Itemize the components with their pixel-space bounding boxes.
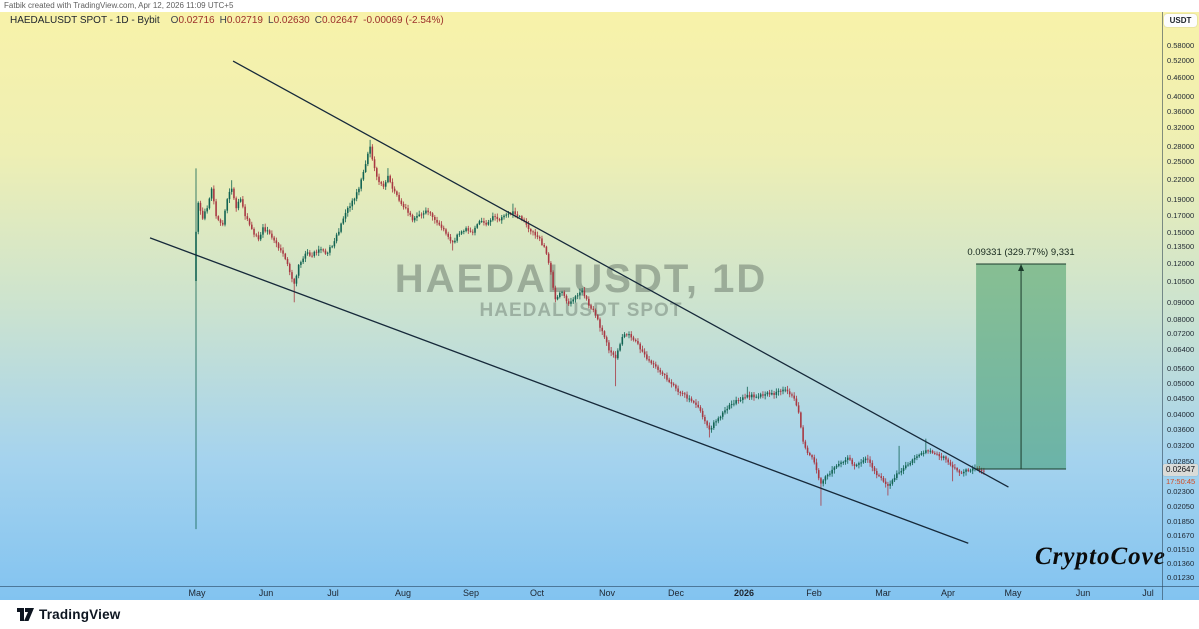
time-tick: Jul (327, 588, 339, 598)
time-tick: May (1004, 588, 1022, 598)
time-axis[interactable]: May Jun Jul Aug Sep Oct Nov Dec 2026 Feb Mar Apr May… (0, 587, 1162, 600)
price-tick: 0.02300 (1167, 486, 1195, 496)
measure-tool-label: 0.09331 (329.77%) 9,331 (967, 247, 1075, 258)
price-tick: 0.01510 (1167, 544, 1195, 554)
symbol-header[interactable]: HAEDALUSDT SPOT - 1D - Bybit O0.02716 H0.0… (10, 15, 444, 26)
change-value: -0.00069 (-2.54%) (363, 15, 444, 26)
ohlc-value: 0.02716 (178, 15, 215, 26)
price-tick: 0.25000 (1167, 157, 1195, 167)
price-tick: 0.28000 (1167, 141, 1195, 151)
ohlc-value: 0.02630 (273, 15, 310, 26)
price-tick: 0.12000 (1167, 258, 1195, 268)
ohlc-key: O (170, 15, 179, 26)
channel-watermark: CryptoCove (1035, 543, 1166, 570)
price-tick: 0.01360 (1167, 559, 1195, 569)
tradingview-wordmark: TradingView (39, 607, 121, 622)
last-price-label[interactable]: 0.02647 (1163, 464, 1198, 476)
price-tick: 0.46000 (1167, 73, 1195, 83)
currency-button[interactable]: USDT (1164, 14, 1197, 27)
price-tick: 0.10500 (1167, 277, 1195, 287)
price-tick: 0.32000 (1167, 123, 1195, 133)
price-axis[interactable]: USDT 0.58000 0.52000 0.46000 0.40000 0.36000… (1162, 12, 1199, 600)
time-tick: 2026 (733, 588, 755, 598)
ohlc-value: 0.02647 (321, 15, 359, 26)
ohlc-key: L (268, 15, 274, 26)
time-tick: Jun (1075, 588, 1091, 598)
time-axis-separator (0, 586, 1199, 587)
time-tick: Oct (529, 588, 545, 598)
price-tick: 0.52000 (1167, 56, 1195, 66)
price-tick: 0.09000 (1167, 298, 1195, 308)
time-tick: Mar (875, 588, 891, 598)
price-tick: 0.58000 (1167, 41, 1195, 51)
price-tick: 0.03600 (1167, 424, 1195, 434)
price-tick: 0.02050 (1167, 502, 1195, 512)
time-tick: Jun (258, 588, 274, 598)
ohlc-key: H (219, 15, 227, 26)
bar-countdown: 17:50:45 (1166, 477, 1196, 486)
time-tick: Feb (806, 588, 822, 598)
price-tick: 0.01230 (1167, 572, 1195, 582)
price-tick: 0.01850 (1167, 516, 1195, 526)
time-tick: Apr (940, 588, 956, 598)
price-tick: 0.22000 (1167, 174, 1195, 184)
price-tick: 0.40000 (1167, 92, 1195, 102)
ohlc-values: O0.02716 H0.02719 L0.02630 C0.02647 (166, 15, 358, 26)
time-tick: May (188, 588, 206, 598)
price-tick: 0.15000 (1167, 227, 1195, 237)
price-tick: 0.06400 (1167, 345, 1195, 355)
price-tick: 0.02850 (1167, 456, 1195, 466)
platform-bottom-bar: TradingView (0, 601, 1199, 629)
time-tick: Nov (598, 588, 616, 598)
price-axis-separator (1162, 12, 1163, 600)
price-tick: 0.03200 (1167, 440, 1195, 450)
price-tick: 0.36000 (1167, 106, 1195, 116)
tradingview-logo[interactable]: TradingView (17, 607, 120, 622)
price-tick: 0.04500 (1167, 393, 1195, 403)
symbol-name[interactable]: HAEDALUSDT SPOT - 1D - Bybit (10, 15, 160, 26)
price-tick: 0.01670 (1167, 530, 1195, 540)
price-tick: 0.08000 (1167, 314, 1195, 324)
tradingview-logo-icon (17, 608, 34, 621)
price-tick: 0.04000 (1167, 410, 1195, 420)
price-tick: 0.13500 (1167, 242, 1195, 252)
time-tick: Aug (394, 588, 412, 598)
price-tick: 0.17000 (1167, 210, 1195, 220)
price-tick: 0.05000 (1167, 379, 1195, 389)
price-tick: 0.05600 (1167, 363, 1195, 373)
time-tick: Dec (667, 588, 685, 598)
price-tick: 0.19000 (1167, 195, 1195, 205)
ohlc-key: C (314, 15, 322, 26)
ohlc-value: 0.02719 (226, 15, 263, 26)
time-tick: Jul (1142, 588, 1154, 598)
time-tick: Sep (462, 588, 480, 598)
price-tick: 0.07200 (1167, 329, 1195, 339)
